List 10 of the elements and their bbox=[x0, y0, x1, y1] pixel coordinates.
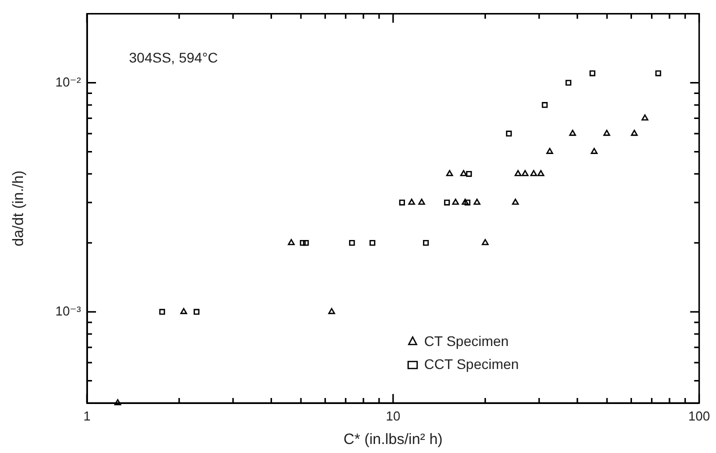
x-tick-label: 100 bbox=[688, 408, 710, 424]
legend-label: CT Specimen bbox=[424, 332, 509, 349]
annotation: 304SS, 594°C bbox=[129, 50, 218, 66]
x-axis-title: C* (in.lbs/in² h) bbox=[343, 431, 443, 448]
y-tick-label: 10⁻³ bbox=[55, 303, 82, 318]
x-tick-label: 10 bbox=[386, 408, 400, 424]
legend-label: CCT Specimen bbox=[424, 356, 519, 372]
x-tick-label: 1 bbox=[83, 408, 91, 424]
y-tick-label: 10⁻² bbox=[55, 74, 82, 90]
y-axis-title: da/dt (in./h) bbox=[10, 170, 28, 246]
